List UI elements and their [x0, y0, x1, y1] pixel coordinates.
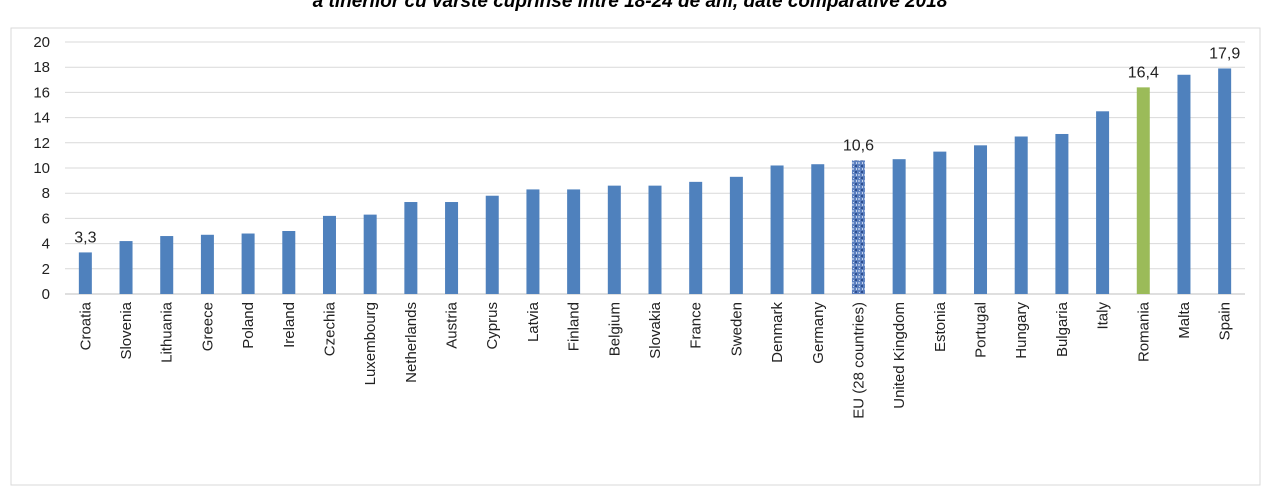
category-label: Cyprus: [484, 302, 501, 350]
bar-denmark: [770, 165, 784, 294]
category-label: Italy: [1095, 302, 1112, 330]
data-label: 16,4: [1128, 64, 1159, 81]
category-label: Ireland: [281, 302, 298, 348]
category-label: Finland: [566, 302, 583, 351]
category-label: Portugal: [973, 302, 990, 358]
bar-ireland: [282, 231, 296, 294]
bar-luxembourg: [363, 214, 377, 294]
category-label: EU (28 countries): [850, 302, 867, 419]
bar-poland: [241, 233, 255, 294]
category-label: Denmark: [769, 302, 786, 363]
bar-latvia: [526, 189, 540, 294]
bar-spain: [1218, 68, 1232, 295]
y-axis-ticks: 0 2 4 6 8 10 12 14 16 18 20: [33, 34, 50, 303]
bar-italy: [1096, 111, 1110, 294]
bar-belgium: [607, 185, 621, 294]
data-label: 3,3: [74, 229, 96, 246]
data-label: 10,6: [843, 137, 874, 154]
bar-estonia: [933, 151, 947, 294]
bar-czechia: [322, 215, 336, 294]
bar-croatia: [78, 252, 92, 294]
category-label: Germany: [810, 302, 827, 364]
bar-lithuania: [160, 236, 174, 294]
bar-slovenia: [119, 241, 133, 294]
bar-malta: [1177, 74, 1191, 294]
category-label: Hungary: [1013, 302, 1030, 359]
bar-germany: [811, 164, 825, 294]
bar-bulgaria: [1055, 133, 1069, 294]
category-label: United Kingdom: [891, 302, 908, 409]
bar-france: [689, 181, 703, 294]
bar-netherlands: [404, 202, 418, 294]
bar-portugal: [974, 145, 988, 294]
y-tick-label: 18: [33, 59, 50, 76]
bar-greece: [200, 234, 214, 294]
category-label: Slovakia: [647, 301, 664, 358]
chart-frame: [10, 27, 1261, 486]
bar-eu-28-countries: [851, 160, 865, 294]
y-tick-label: 2: [42, 261, 50, 278]
category-label: Netherlands: [403, 302, 420, 383]
category-label: Lithuania: [159, 301, 176, 363]
category-label: Estonia: [932, 301, 949, 352]
category-label: Czechia: [321, 301, 338, 356]
category-label: Austria: [444, 301, 461, 348]
bar-finland: [567, 189, 581, 294]
bars: [78, 68, 1232, 295]
category-labels: Croatia Slovenia Lithuania Greece Poland Irel…: [77, 301, 1233, 418]
category-label: Latvia: [525, 301, 542, 342]
category-label: Belgium: [606, 302, 623, 356]
chart-title: a tinerilor cu vârste cuprinse între 18-…: [313, 0, 948, 12]
category-label: Luxembourg: [362, 302, 379, 385]
category-label: Poland: [240, 302, 257, 349]
category-label: France: [688, 302, 705, 349]
y-tick-label: 0: [42, 286, 50, 303]
y-tick-label: 6: [42, 210, 50, 227]
y-tick-label: 10: [33, 160, 50, 177]
category-label: Croatia: [77, 301, 94, 350]
bar-hungary: [1014, 136, 1028, 294]
y-tick-label: 20: [33, 34, 50, 51]
bar-slovakia: [648, 185, 662, 294]
y-tick-label: 14: [33, 110, 50, 127]
category-label: Malta: [1176, 301, 1193, 338]
y-tick-label: 4: [42, 236, 50, 253]
category-label: Greece: [199, 302, 216, 351]
y-tick-label: 16: [33, 84, 50, 101]
category-label: Sweden: [728, 302, 745, 356]
bar-austria: [445, 202, 459, 294]
bar-cyprus: [485, 195, 499, 294]
category-label: Romania: [1135, 301, 1152, 362]
bar-sweden: [729, 176, 743, 294]
y-tick-label: 12: [33, 135, 50, 152]
category-label: Spain: [1217, 302, 1234, 340]
bar-united-kingdom: [892, 159, 906, 294]
bar-romania: [1136, 87, 1150, 294]
category-label: Slovenia: [118, 301, 135, 359]
y-tick-label: 8: [42, 185, 50, 202]
data-labels: 3,3 10,6 16,4 17,9: [74, 45, 1240, 246]
category-label: Bulgaria: [1054, 301, 1071, 357]
data-label: 17,9: [1209, 45, 1240, 62]
